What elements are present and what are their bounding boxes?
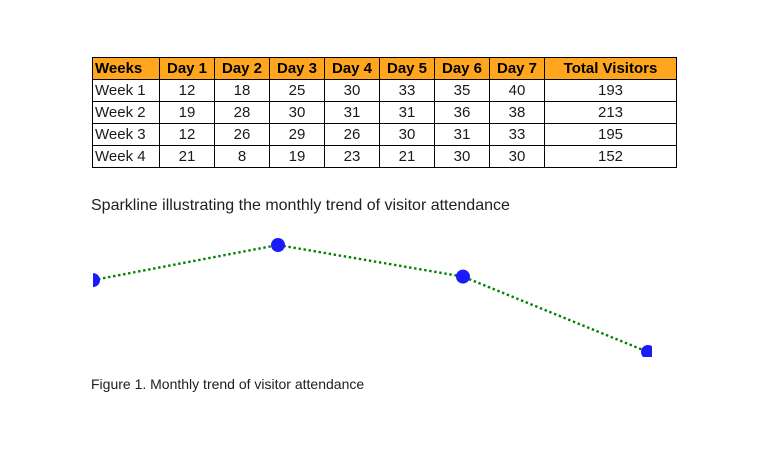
value-cell: 30 — [324, 79, 380, 102]
value-cell: 8 — [214, 145, 270, 168]
total-cell: 195 — [544, 123, 677, 146]
column-header-day-3: Day 3 — [269, 57, 325, 80]
column-header-total-visitors: Total Visitors — [544, 57, 677, 80]
sparkline-chart — [93, 238, 652, 357]
week-label-cell: Week 1 — [92, 79, 160, 102]
total-cell: 193 — [544, 79, 677, 102]
value-cell: 31 — [434, 123, 490, 146]
week-label-cell: Week 3 — [92, 123, 160, 146]
value-cell: 40 — [489, 79, 545, 102]
week-label-cell: Week 2 — [92, 101, 160, 124]
value-cell: 19 — [159, 101, 215, 124]
value-cell: 12 — [159, 123, 215, 146]
data-point-marker-week-1 — [93, 273, 100, 288]
sparkline-line — [93, 243, 649, 354]
value-cell: 25 — [269, 79, 325, 102]
value-cell: 12 — [159, 79, 215, 102]
visitor-table-container: Weeks Day 1 Day 2 Day 3 Day 4 Day 5 Day … — [92, 57, 677, 168]
value-cell: 38 — [489, 101, 545, 124]
data-point-marker-week-2 — [271, 238, 285, 252]
value-cell: 26 — [324, 123, 380, 146]
value-cell: 30 — [379, 123, 435, 146]
value-cell: 33 — [379, 79, 435, 102]
column-header-day-4: Day 4 — [324, 57, 380, 80]
value-cell: 21 — [379, 145, 435, 168]
table-row-week-3: Week 3 12 26 29 26 30 31 33 195 — [92, 123, 677, 146]
value-cell: 36 — [434, 101, 490, 124]
week-label-cell: Week 4 — [92, 145, 160, 168]
value-cell: 30 — [434, 145, 490, 168]
value-cell: 31 — [324, 101, 380, 124]
value-cell: 31 — [379, 101, 435, 124]
total-cell: 152 — [544, 145, 677, 168]
column-header-day-2: Day 2 — [214, 57, 270, 80]
table-row-week-4: Week 4 21 8 19 23 21 30 30 152 — [92, 145, 677, 168]
value-cell: 35 — [434, 79, 490, 102]
figure-caption: Figure 1. Monthly trend of visitor atten… — [91, 376, 365, 392]
table-row-week-2: Week 2 19 28 30 31 31 36 38 213 — [92, 101, 677, 124]
data-point-marker-week-4 — [641, 345, 652, 357]
value-cell: 21 — [159, 145, 215, 168]
total-cell: 213 — [544, 101, 677, 124]
column-header-day-5: Day 5 — [379, 57, 435, 80]
value-cell: 30 — [489, 145, 545, 168]
visitor-data-table: Weeks Day 1 Day 2 Day 3 Day 4 Day 5 Day … — [92, 57, 677, 168]
value-cell: 26 — [214, 123, 270, 146]
sparkline-subtitle: Sparkline illustrating the monthly trend… — [91, 197, 510, 214]
column-header-day-7: Day 7 — [489, 57, 545, 80]
value-cell: 33 — [489, 123, 545, 146]
value-cell: 28 — [214, 101, 270, 124]
column-header-day-1: Day 1 — [159, 57, 215, 80]
table-header-row: Weeks Day 1 Day 2 Day 3 Day 4 Day 5 Day … — [92, 57, 677, 80]
column-header-day-6: Day 6 — [434, 57, 490, 80]
value-cell: 19 — [269, 145, 325, 168]
value-cell: 29 — [269, 123, 325, 146]
value-cell: 30 — [269, 101, 325, 124]
value-cell: 18 — [214, 79, 270, 102]
value-cell: 23 — [324, 145, 380, 168]
column-header-weeks: Weeks — [92, 57, 160, 80]
table-row-week-1: Week 1 12 18 25 30 33 35 40 193 — [92, 79, 677, 102]
data-point-marker-week-3 — [456, 269, 470, 284]
